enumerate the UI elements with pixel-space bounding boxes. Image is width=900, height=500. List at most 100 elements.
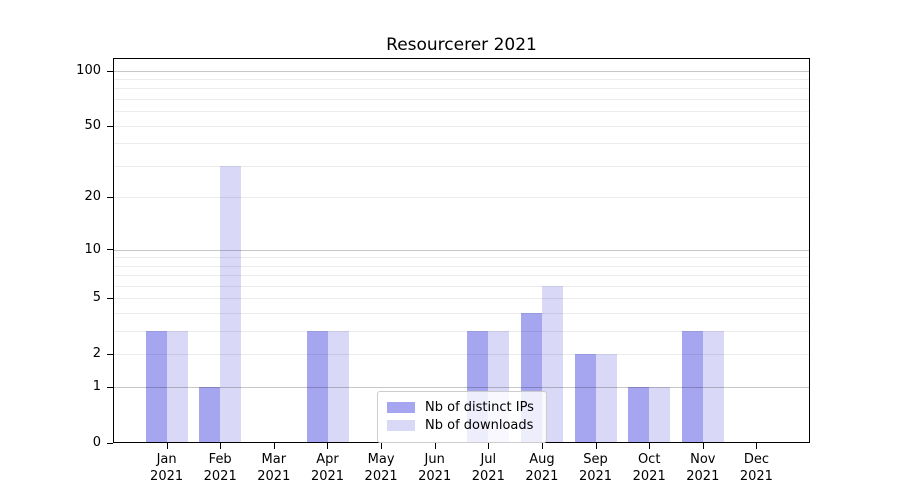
- x-tick-month: Aug: [529, 452, 555, 467]
- minor-gridline: [113, 275, 810, 277]
- y-tick-mark: [107, 387, 113, 388]
- x-tick-label: Nov 2021: [673, 451, 733, 485]
- x-tick-mark: [220, 443, 221, 449]
- y-tick-label: 10: [84, 241, 101, 257]
- x-tick-month: Nov: [690, 452, 716, 467]
- x-tick-year: 2021: [418, 469, 452, 484]
- gridline: [113, 197, 810, 199]
- x-tick-mark: [327, 443, 328, 449]
- minor-gridline: [113, 143, 810, 145]
- bar-downloads-oct: [649, 387, 671, 443]
- x-tick-mark: [703, 443, 704, 449]
- x-tick-label: Mar 2021: [244, 451, 304, 485]
- x-tick-label: Feb 2021: [190, 451, 250, 485]
- x-tick-label: Jun 2021: [405, 451, 465, 485]
- x-tick-year: 2021: [739, 469, 773, 484]
- minor-gridline: [113, 79, 810, 80]
- x-tick-month: Jul: [480, 452, 497, 467]
- x-tick-month: Jan: [156, 452, 177, 467]
- x-tick-month: Dec: [743, 452, 769, 467]
- legend-label-downloads: Nb of downloads: [425, 418, 534, 433]
- y-tick-label: 20: [84, 189, 101, 205]
- y-tick-label: 50: [84, 117, 101, 133]
- bar-distinct-ips-sep: [574, 354, 596, 443]
- minor-gridline: [113, 286, 810, 287]
- x-tick-month: Mar: [261, 452, 287, 467]
- bar-downloads-apr: [327, 331, 349, 443]
- x-tick-label: Jul 2021: [458, 451, 518, 485]
- x-tick-year: 2021: [578, 469, 613, 484]
- x-tick-label: Apr 2021: [298, 451, 358, 485]
- x-tick-year: 2021: [364, 469, 398, 484]
- legend-swatch-downloads: [387, 420, 415, 431]
- minor-gridline: [113, 265, 810, 267]
- x-tick-month: Jun: [424, 452, 445, 467]
- x-tick-label: Dec 2021: [726, 451, 786, 485]
- minor-gridline: [113, 111, 810, 113]
- y-tick-label: 0: [92, 435, 101, 450]
- x-tick-label: May 2021: [351, 451, 411, 485]
- bar-distinct-ips-apr: [306, 331, 328, 443]
- y-tick-label: 5: [92, 290, 101, 306]
- minor-gridline: [113, 165, 810, 167]
- legend-swatch-distinct-ips: [387, 402, 415, 413]
- x-tick-month: Apr: [316, 452, 339, 467]
- x-tick-mark: [488, 443, 489, 449]
- y-tick-mark: [107, 126, 113, 127]
- x-tick-label: Oct 2021: [619, 451, 679, 485]
- x-tick-month: Sep: [583, 452, 608, 467]
- y-tick-mark: [107, 197, 113, 198]
- x-tick-label: Jan 2021: [137, 451, 197, 485]
- y-tick-mark: [107, 71, 113, 72]
- y-tick-mark: [107, 298, 113, 299]
- x-tick-mark: [274, 443, 275, 449]
- x-tick-month: May: [367, 452, 395, 467]
- x-tick-year: 2021: [310, 469, 345, 484]
- x-tick-mark: [167, 443, 168, 449]
- x-tick-mark: [435, 443, 436, 449]
- y-tick-mark: [107, 249, 113, 250]
- bar-distinct-ips-nov: [681, 331, 703, 443]
- bar-downloads-sep: [595, 354, 617, 443]
- x-tick-year: 2021: [632, 469, 666, 484]
- bar-downloads-feb: [220, 165, 242, 443]
- x-tick-mark: [381, 443, 382, 449]
- x-tick-label: Aug 2021: [512, 451, 572, 485]
- bar-distinct-ips-feb: [199, 387, 221, 443]
- bar-distinct-ips-jan: [145, 331, 167, 443]
- gridline: [113, 298, 810, 300]
- bar-distinct-ips-oct: [628, 387, 650, 443]
- chart-title: Resourcerer 2021: [386, 35, 537, 55]
- x-tick-year: 2021: [525, 469, 559, 484]
- x-tick-label: Sep 2021: [566, 451, 626, 485]
- gridline: [113, 70, 810, 72]
- bar-downloads-jan: [166, 331, 188, 443]
- gridline: [113, 125, 810, 127]
- x-tick-month: Feb: [208, 452, 232, 467]
- y-tick-label: 1: [92, 379, 101, 395]
- x-tick-mark: [542, 443, 543, 449]
- x-tick-mark: [649, 443, 650, 449]
- x-tick-year: 2021: [150, 469, 184, 484]
- legend-entry-distinct-ips: Nb of distinct IPs: [387, 400, 534, 415]
- x-tick-year: 2021: [203, 469, 237, 484]
- minor-gridline: [113, 313, 810, 315]
- x-tick-year: 2021: [257, 469, 291, 484]
- minor-gridline: [113, 257, 810, 259]
- x-tick-mark: [756, 443, 757, 449]
- x-tick-mark: [596, 443, 597, 449]
- bar-downloads-aug: [541, 286, 563, 443]
- y-tick-label: 2: [92, 346, 101, 362]
- legend-entry-downloads: Nb of downloads: [387, 418, 534, 433]
- x-tick-year: 2021: [686, 469, 720, 484]
- minor-gridline: [113, 88, 810, 90]
- x-tick-month: Oct: [637, 452, 661, 467]
- y-tick-label: 100: [76, 62, 101, 78]
- legend-label-distinct-ips: Nb of distinct IPs: [425, 400, 534, 415]
- y-tick-mark: [107, 443, 113, 444]
- minor-gridline: [113, 99, 810, 100]
- y-tick-mark: [107, 354, 113, 355]
- gridline: [113, 249, 810, 251]
- bar-downloads-nov: [702, 331, 724, 443]
